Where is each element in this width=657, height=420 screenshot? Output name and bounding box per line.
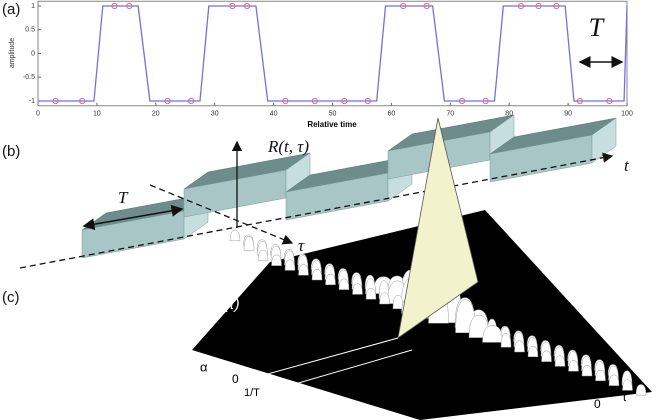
peak (298, 264, 309, 276)
block-side (591, 117, 617, 164)
sample-marker (79, 97, 86, 105)
period-arrow (82, 204, 184, 231)
sample-marker (111, 2, 118, 10)
peak (379, 292, 390, 305)
tick-label: 1/T (244, 387, 260, 399)
peak (365, 288, 377, 300)
peak (581, 364, 593, 377)
x-tick-label: 40 (270, 111, 278, 118)
sample-marker (164, 97, 171, 105)
axis-label: t (624, 156, 630, 175)
sample-marker (188, 97, 195, 105)
peak (554, 355, 566, 367)
peak (257, 249, 269, 262)
axis-label: α (200, 359, 208, 374)
x-tick-label: 30 (211, 111, 219, 118)
peak (338, 278, 350, 290)
peak (311, 268, 323, 281)
main-peak (397, 117, 479, 339)
annotation: T (589, 13, 605, 42)
axis-label: R(t, τ) (267, 137, 309, 156)
sample-marker (517, 2, 525, 10)
plot-frame (37, 0, 628, 107)
sample-marker (311, 97, 318, 105)
y-tick-label: 0 (31, 50, 35, 57)
tick-label: 0 (594, 397, 601, 411)
signal-line (38, 5, 628, 102)
function-label: R (210, 291, 221, 308)
peak (635, 384, 647, 396)
axis-label: τ (622, 390, 627, 404)
x-tick-label: 80 (505, 111, 513, 118)
sample-marker (423, 2, 430, 10)
sample-marker (52, 97, 59, 105)
y-tick-label: 0.5 (25, 27, 35, 34)
peak (514, 340, 525, 353)
peak (568, 360, 579, 372)
peak (271, 254, 282, 266)
axis-label: τ (298, 236, 305, 255)
x-tick-label: 0 (36, 111, 40, 118)
peak (352, 283, 363, 295)
x-tick-label: 50 (329, 111, 337, 118)
peak (608, 374, 620, 386)
sample-marker (243, 2, 251, 10)
tick-label: 0 (232, 372, 239, 386)
y-tick-label: -1 (29, 98, 35, 105)
guide-line (245, 337, 399, 381)
peak (527, 345, 539, 358)
function-label: (τ) (224, 296, 240, 313)
sample-marker (482, 97, 489, 105)
peak (229, 229, 241, 242)
y-tick-label: 1 (31, 3, 35, 10)
sample-marker (606, 97, 613, 105)
x-axis-label: Relative time (307, 120, 357, 129)
x-tick-label: 20 (152, 111, 160, 118)
y-axis-label: amplitude (9, 38, 16, 68)
panel-label: (a) (2, 1, 20, 18)
sample-marker (364, 97, 371, 105)
panel-label: (c) (2, 289, 20, 306)
sample-marker (126, 2, 133, 10)
y-tick-label: -0.5 (23, 74, 35, 81)
sample-marker (229, 2, 236, 10)
sample-marker (400, 2, 407, 10)
peak (500, 333, 512, 348)
tau-axis (149, 184, 294, 245)
peak (243, 236, 255, 252)
sample-marker (535, 2, 542, 10)
sample-marker (341, 97, 348, 105)
x-tick-label: 100 (621, 111, 633, 118)
peak (595, 369, 606, 382)
x-tick-label: 90 (564, 111, 572, 118)
peak (284, 259, 296, 271)
peak (541, 350, 552, 362)
peak (622, 379, 633, 391)
sample-marker (282, 97, 289, 105)
sample-marker (458, 97, 466, 105)
sample-marker (553, 2, 560, 10)
peak (325, 273, 336, 286)
t-axis (19, 152, 614, 269)
panel-label: (b) (2, 143, 20, 160)
blocks (81, 114, 617, 259)
period-label: T (118, 188, 129, 207)
x-tick-label: 70 (446, 111, 454, 118)
x-tick-label: 10 (93, 111, 101, 118)
sample-marker (576, 97, 583, 105)
function-label: α (224, 283, 231, 295)
guide-line (263, 349, 413, 394)
x-tick-label: 60 (388, 111, 396, 118)
